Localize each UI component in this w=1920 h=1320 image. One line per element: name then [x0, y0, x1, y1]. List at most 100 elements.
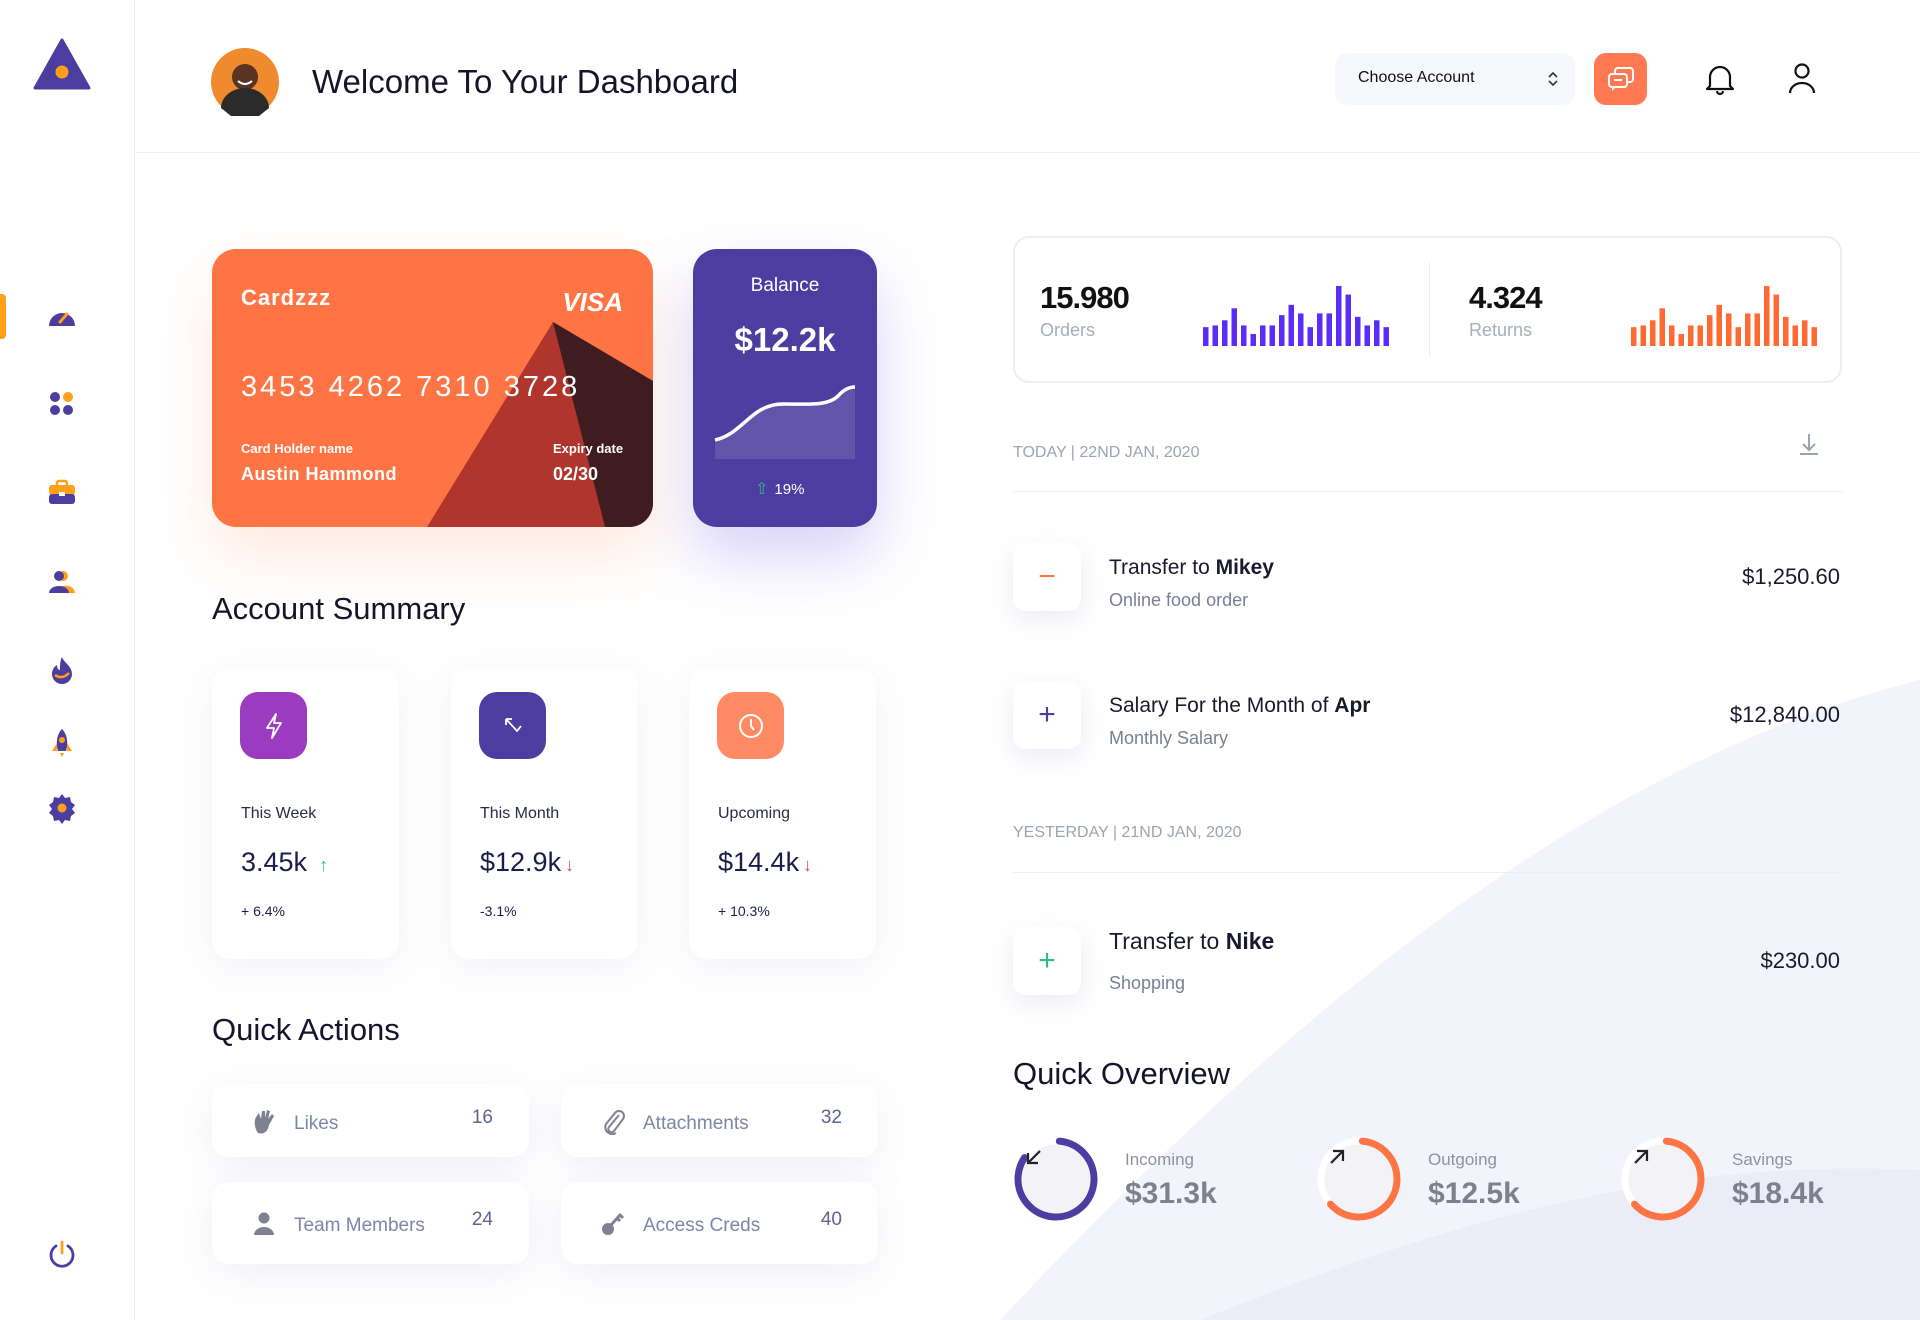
arrow-up-right-icon	[1330, 1149, 1345, 1164]
user-profile-icon[interactable]	[1787, 62, 1817, 94]
summary-card[interactable]: This Week 3.45k ↑ + 6.4%	[212, 667, 399, 959]
quick-overview-title: Quick Overview	[1013, 1056, 1231, 1091]
quick-actions-title: Quick Actions	[212, 1012, 400, 1047]
bar	[1735, 327, 1741, 346]
transaction-title-text: Transfer to	[1109, 556, 1216, 579]
credit-card[interactable]: Cardzzz VISA 3453 4262 7310 3728 Card Ho…	[212, 249, 653, 527]
arrow-down-left-icon	[1026, 1150, 1041, 1165]
transaction-title-text: Transfer to	[1109, 928, 1226, 954]
arrow-up-icon: ⇧	[755, 481, 769, 498]
key-icon	[602, 1212, 625, 1235]
summary-label: Upcoming	[718, 805, 791, 822]
expiry-date: 02/30	[553, 464, 599, 484]
transaction-title-bold: Apr	[1334, 694, 1371, 717]
returns-value: 4.324	[1469, 280, 1543, 315]
balance-value: $12.2k	[734, 321, 836, 358]
quick-action-access-creds[interactable]: Access Creds 40	[561, 1182, 878, 1264]
minus-icon: −	[1038, 560, 1056, 593]
trend-up-icon: ↑	[319, 855, 329, 875]
quick-action-label: Likes	[294, 1112, 339, 1134]
card-holder-label: Card Holder name	[241, 441, 353, 456]
bar	[1336, 286, 1342, 346]
summary-icon-box	[240, 692, 307, 759]
bar	[1298, 313, 1304, 346]
dashboard-icon[interactable]	[46, 300, 78, 332]
transaction-title-bold: Nike	[1225, 928, 1275, 954]
quick-action-likes[interactable]: Likes 16	[212, 1084, 529, 1157]
overview-label: Savings	[1732, 1150, 1793, 1169]
bar	[1222, 320, 1228, 346]
balance-card[interactable]: Balance $12.2k ⇧ 19%	[693, 249, 877, 527]
transaction-title[interactable]: Transfer to Nike	[1109, 928, 1274, 955]
active-indicator	[0, 294, 6, 339]
bar	[1345, 294, 1351, 346]
transaction-amount: $230.00	[1760, 948, 1840, 973]
bar	[1279, 315, 1285, 346]
download-button[interactable]	[1782, 418, 1836, 472]
bar	[1269, 325, 1275, 346]
balance-label: Balance	[750, 275, 820, 296]
bar	[1678, 334, 1684, 346]
overview-ring	[1317, 1137, 1401, 1221]
summary-card[interactable]: Upcoming $14.4k ↓ + 10.3%	[689, 667, 876, 959]
today-label: TODAY | 22ND JAN, 2020	[1013, 444, 1200, 461]
clock-icon	[738, 713, 763, 738]
overview-ring-progress	[1621, 1137, 1705, 1221]
chevron-updown-icon	[1548, 71, 1558, 87]
summary-value-text: $12.9k	[480, 847, 562, 877]
quick-action-count: 24	[471, 1209, 493, 1230]
card-holder-name: Austin Hammond	[241, 464, 398, 484]
quick-action-label: Attachments	[643, 1112, 749, 1134]
messages-button[interactable]	[1594, 53, 1647, 105]
bar	[1383, 327, 1389, 346]
divider	[1013, 491, 1842, 492]
bar	[1783, 316, 1789, 346]
transaction-title[interactable]: Salary For the Month of Apr	[1109, 694, 1370, 718]
bar	[1754, 313, 1760, 346]
transaction-amount: $1,250.60	[1742, 564, 1840, 589]
fire-icon[interactable]	[46, 654, 78, 686]
orders-label: Orders	[1040, 320, 1096, 340]
transaction-subtitle: Online food order	[1109, 590, 1249, 610]
overview-label: Outgoing	[1428, 1150, 1497, 1169]
quick-action-team-members[interactable]: Team Members 24	[212, 1182, 529, 1264]
apps-icon[interactable]	[46, 388, 78, 420]
bar	[1288, 304, 1294, 346]
account-summary-title: Account Summary	[212, 591, 466, 626]
arrow-up-left-icon	[504, 717, 522, 732]
account-select[interactable]: Choose Account	[1335, 53, 1575, 105]
user-icon	[254, 1212, 274, 1235]
card-number: 3453 4262 7310 3728	[241, 371, 581, 403]
lightning-icon	[265, 712, 282, 739]
expiry-label: Expiry date	[553, 441, 624, 456]
transaction-title[interactable]: Transfer to Mikey	[1109, 556, 1274, 580]
trend-down-icon: ↓	[565, 855, 575, 875]
users-icon[interactable]	[46, 566, 78, 598]
bar	[1231, 308, 1237, 346]
balance-change-value: 19%	[774, 480, 805, 498]
rocket-icon[interactable]	[46, 727, 78, 759]
power-icon[interactable]	[46, 1238, 78, 1270]
transaction-icon: +	[1013, 681, 1081, 749]
quick-action-attachments[interactable]: Attachments 32	[561, 1084, 878, 1157]
transaction-amount: $12,840.00	[1729, 702, 1840, 727]
summary-value-text: $14.4k	[718, 847, 800, 877]
transaction-title-text: Salary For the Month of	[1109, 694, 1335, 717]
briefcase-icon[interactable]	[46, 477, 78, 509]
avatar[interactable]	[211, 48, 279, 116]
transaction-subtitle: Monthly Salary	[1109, 728, 1229, 748]
stats-panel: 15.980 Orders 4.324 Returns	[1013, 236, 1842, 383]
bar	[1326, 313, 1332, 346]
overview-ring	[1014, 1137, 1098, 1221]
orders-value: 15.980	[1040, 280, 1130, 315]
bar	[1745, 313, 1751, 346]
bar	[1764, 286, 1770, 346]
arrow-up-right-icon	[1634, 1149, 1649, 1164]
overview-value: $12.5k	[1428, 1177, 1520, 1210]
bar	[1374, 320, 1380, 346]
settings-icon[interactable]	[46, 792, 78, 824]
plus-icon: +	[1038, 698, 1056, 731]
bell-icon[interactable]	[1704, 62, 1736, 96]
summary-card[interactable]: This Month $12.9k ↓ -3.1%	[451, 667, 638, 959]
returns-label: Returns	[1469, 320, 1533, 340]
